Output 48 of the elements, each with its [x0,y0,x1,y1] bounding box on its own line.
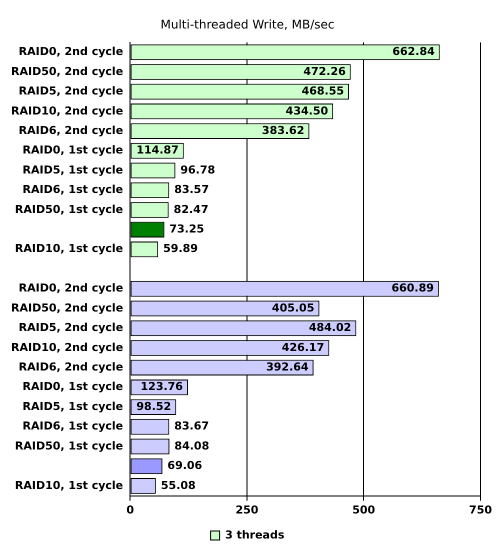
y-tick-label: RAID6, 2nd cycle [18,360,124,374]
chart-title: Multi-threaded Write, MB/sec [160,17,334,32]
y-tick-label: RAID10, 1st cycle [14,478,124,492]
x-tick-label: 750 [469,503,492,516]
data-label: 392.64 [266,360,309,374]
y-tick-label: RAID6, 2nd cycle [18,124,124,137]
data-label: 82.47 [174,202,208,216]
data-label: 114.87 [136,144,179,157]
data-label: 434.50 [286,104,328,118]
legend-label: 3 threads [225,528,285,542]
data-label: 83.67 [174,420,210,433]
y-tick-label: RAID5, 1st cycle [22,163,124,176]
y-tick-label: RAID5, 2nd cycle [18,321,124,334]
y-tick-label: RAID10, 2nd cycle [11,340,124,354]
data-label: 98.52 [136,400,172,413]
y-tick-label: RAID50, 1st cycle [14,439,124,452]
y-tick-label: RAID10, 2nd cycle [11,104,124,118]
data-label: 660.89 [391,282,434,295]
y-tick-label: RAID5, 2nd cycle [18,84,124,98]
y-tick-label: RAID5, 1st cycle [22,400,124,413]
data-label: 96.78 [180,163,216,176]
y-tick-label: RAID50, 2nd cycle [11,64,124,78]
data-label: 84.08 [174,439,210,452]
data-label: 55.08 [160,478,196,492]
y-tick-label: RAID50, 2nd cycle [11,301,124,314]
y-tick-label: RAID0, 1st cycle [22,144,124,157]
y-tick-label: RAID6, 1st cycle [22,420,124,433]
data-label: 73.25 [169,222,204,236]
data-label: 123.76 [140,380,184,394]
y-tick-label: RAID50, 1st cycle [14,202,124,216]
data-label: 59.89 [163,242,198,256]
data-label: 468.55 [302,84,344,98]
x-tick-label: 0 [126,503,134,516]
data-label: 484.02 [308,321,352,334]
data-label: 383.62 [262,124,304,137]
y-tick-label: RAID6, 1st cycle [22,183,124,196]
y-tick-label: RAID0, 2nd cycle [18,282,124,295]
data-label: 426.17 [282,340,324,354]
x-tick-label: 500 [352,503,376,516]
data-label: 472.26 [303,64,346,78]
data-label: 405.05 [272,301,314,314]
y-tick-label: RAID0, 2nd cycle [18,45,124,58]
data-label: 69.06 [167,459,203,472]
y-tick-label: RAID0, 1st cycle [22,380,124,394]
y-tick-label: RAID10, 1st cycle [14,242,124,256]
data-label: 662.84 [392,45,436,58]
data-label: 83.57 [174,183,209,196]
x-tick-label: 250 [235,503,259,516]
